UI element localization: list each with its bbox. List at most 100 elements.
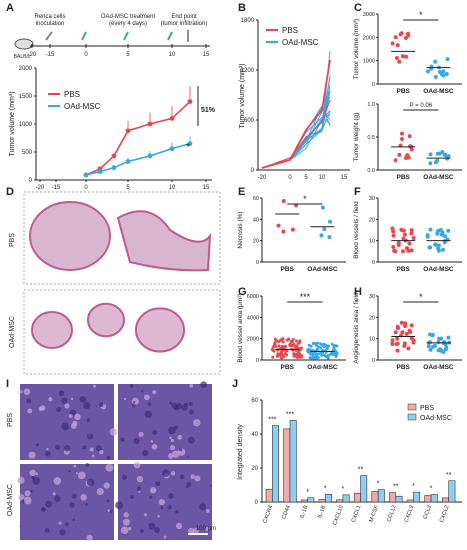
panelI-cell xyxy=(148,522,156,530)
syringe-icon xyxy=(123,31,129,41)
panelI-cell xyxy=(209,484,212,487)
panelC-top-point xyxy=(397,59,402,64)
panelI-cell xyxy=(154,527,160,533)
panelI-cell xyxy=(138,431,144,438)
panelA-point-oad xyxy=(147,153,153,159)
panelI-cell xyxy=(205,526,210,532)
panelI-cell xyxy=(200,381,208,388)
panelI-cell xyxy=(151,443,158,450)
panelI-cell xyxy=(54,495,61,502)
panelJ-legend-pbs: PBS xyxy=(420,405,434,412)
panelA-ytick-label: 2000 xyxy=(19,66,33,72)
panelI-row-label-pbs: PBS xyxy=(7,413,14,427)
panelG-point xyxy=(309,352,313,356)
panelF-point xyxy=(440,232,445,237)
panelG-xtick-label: OAd-MSC xyxy=(307,364,338,371)
panelC-top-point xyxy=(395,43,400,48)
panelE-star: * xyxy=(303,194,307,204)
panelG-point xyxy=(315,347,319,351)
panelF-point xyxy=(409,248,414,253)
panelF-point xyxy=(436,246,441,251)
panelG-point xyxy=(314,355,318,359)
timeline-tick-label: -15 xyxy=(46,52,55,58)
panelJ-star: ** xyxy=(446,472,452,479)
panelI-cell xyxy=(173,425,179,430)
panelE-ytick-label: 40 xyxy=(253,217,259,223)
panelJ-bar-oad xyxy=(307,497,315,503)
panelI-cell xyxy=(132,400,136,404)
panelI-cell xyxy=(45,500,53,508)
panelI-cell xyxy=(61,422,70,431)
panelG-point xyxy=(279,337,283,341)
panelG-star: *** xyxy=(300,292,311,302)
panelI-cell xyxy=(48,397,53,402)
panelJ-star: * xyxy=(430,486,433,493)
panelC-bottom-point xyxy=(397,152,402,157)
panelG-point xyxy=(319,350,323,354)
panelI-cell xyxy=(69,409,77,416)
panelC-top-point xyxy=(404,54,409,59)
panelH-xtick-label: PBS xyxy=(397,364,411,371)
panelG-point xyxy=(291,337,295,341)
panelI-cell xyxy=(30,489,33,493)
panelG-point xyxy=(324,343,328,347)
panelJ-bar-oad xyxy=(324,494,332,503)
panelI-cell xyxy=(178,447,183,452)
panelB-ytick-label: 1800 xyxy=(241,18,255,24)
panelJ-bar-pbs xyxy=(336,499,344,503)
panelI-cell xyxy=(106,455,111,460)
panelB-xtick-label: -20 xyxy=(258,175,267,181)
panelG-point xyxy=(271,348,275,352)
panelG-point xyxy=(308,356,312,360)
panelC-top-xtick-label: PBS xyxy=(397,88,411,95)
panelG-point xyxy=(275,354,279,358)
panelE-xtick-label: PBS xyxy=(281,266,295,273)
panelC-bottom-point xyxy=(443,152,448,157)
panelJ-legend-oad: OAd-MSC xyxy=(420,415,452,422)
panelI-cell xyxy=(23,388,31,395)
panelJ-bar-pbs xyxy=(300,499,308,503)
panelI-cell xyxy=(106,499,110,503)
panel-label-E: E xyxy=(238,186,246,198)
panel-label-I: I xyxy=(6,378,10,390)
panelI-cell xyxy=(35,472,39,476)
panelI-cell xyxy=(131,397,139,405)
panelI-cell xyxy=(148,495,153,499)
panelF-point xyxy=(436,243,441,248)
panelI-cell xyxy=(123,397,127,401)
panelI-cell xyxy=(123,512,129,518)
panelE-ytick-label: 0 xyxy=(256,260,259,266)
panelI-cell xyxy=(79,395,87,403)
panelH-point xyxy=(395,341,400,346)
panelH-xtick-label: OAd-MSC xyxy=(423,364,454,371)
panelI-cell xyxy=(167,453,174,459)
panelG-point xyxy=(328,352,332,356)
panelG-point xyxy=(280,344,284,348)
panelA-legend-pbs: PBS xyxy=(64,90,80,99)
panelH-point xyxy=(395,324,400,329)
panelI-cell xyxy=(24,490,31,497)
panelI-cell xyxy=(98,402,104,407)
panelG-point xyxy=(327,344,331,348)
panelI-cell xyxy=(122,474,128,480)
panelH-point xyxy=(406,346,411,351)
panelA-ylabel: Tumor volume (mm³) xyxy=(9,91,16,156)
panelF-point xyxy=(396,241,401,246)
panelB-xtick-label: 0 xyxy=(288,175,292,181)
panelG-point xyxy=(325,355,329,359)
panelI-cell xyxy=(85,463,90,467)
panelG-ytick-label: 4000 xyxy=(247,315,259,321)
panelC-bottom-xtick-label: PBS xyxy=(397,174,411,181)
panelG-point xyxy=(325,347,329,351)
panelG-point xyxy=(316,341,320,345)
panelE-point xyxy=(320,205,325,210)
panel-label-H: H xyxy=(354,286,362,298)
panelI-cell xyxy=(158,498,165,506)
panelC-top-point xyxy=(445,57,450,62)
panelF-point xyxy=(391,244,396,249)
panelH-point xyxy=(407,328,412,333)
panelJ-star: ** xyxy=(393,484,399,491)
panelE-point xyxy=(322,227,327,232)
panelI-cell xyxy=(19,390,23,394)
panelI-cell xyxy=(150,440,154,443)
